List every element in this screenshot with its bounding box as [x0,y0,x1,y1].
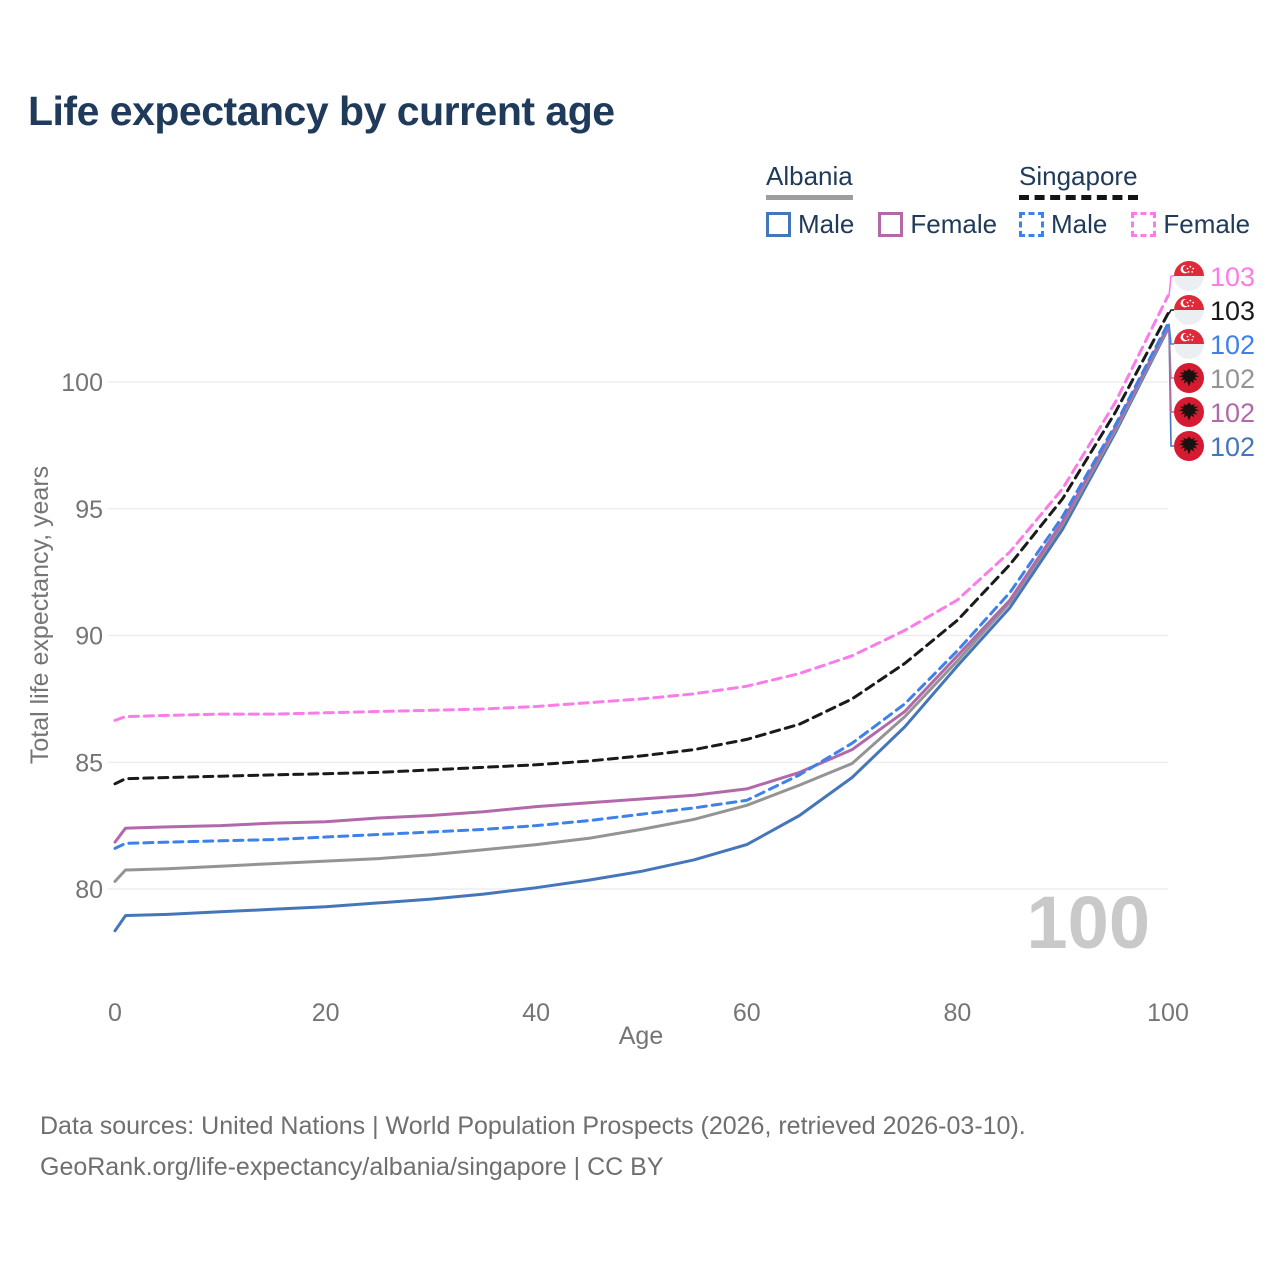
albania-flag-icon [1174,397,1204,427]
x-axis-title: Age [619,1022,663,1050]
legend-label-singapore-female[interactable]: Female [1163,209,1251,239]
albania-flag-icon [1174,363,1204,393]
albania-male-swatch-icon[interactable] [766,212,791,237]
end-label-value-singapore-total: 103 [1210,296,1255,326]
series-line-singapore-total[interactable] [113,312,1170,786]
end-label-value-albania-total: 102 [1210,364,1255,394]
series-line-albania-total[interactable] [113,326,1170,883]
x-tick-label: 80 [943,999,971,1027]
singapore-flag-icon [1174,295,1204,325]
singapore-male-swatch-icon[interactable] [1019,212,1044,237]
x-tick-label: 100 [1147,999,1189,1027]
y-tick-label: 100 [61,369,103,397]
chart-watermark: 100 [1027,881,1150,964]
footer-data-sources: Data sources: United Nations | World Pop… [40,1112,1026,1140]
series-line-albania-male[interactable] [113,327,1170,933]
end-label-value-albania-male: 102 [1210,432,1255,462]
legend-label-albania-male[interactable]: Male [798,209,855,239]
albania-flag-icon [1174,431,1204,461]
legend-group-albania: Albania Male Female [766,161,997,240]
series-line-albania-female[interactable] [113,324,1170,844]
page-title: Life expectancy by current age [28,88,615,134]
legend-label-albania-female[interactable]: Female [910,209,998,239]
legend-group-title-singapore[interactable]: Singapore [1019,161,1138,200]
x-tick-label: 0 [108,999,122,1027]
x-tick-label: 20 [312,999,340,1027]
singapore-flag-icon [1174,329,1204,359]
y-tick-label: 80 [75,876,103,904]
footer: Data sources: United Nations | World Pop… [40,1106,1026,1188]
end-label-value-singapore-male: 102 [1210,330,1255,360]
singapore-female-swatch-icon[interactable] [1131,212,1157,237]
albania-female-swatch-icon[interactable] [878,212,904,237]
end-label-value-albania-female: 102 [1210,398,1255,428]
legend-label-singapore-male[interactable]: Male [1051,209,1108,239]
series-line-singapore-male[interactable] [113,322,1170,850]
legend-row-singapore: Male Female [1019,209,1250,240]
x-tick-label: 40 [522,999,550,1027]
legend-row-albania: Male Female [766,209,997,240]
y-axis-title: Total life expectancy, years [26,466,54,764]
legend-group-singapore: Singapore Male Female [1019,161,1250,240]
y-tick-label: 85 [75,749,103,777]
legend-group-title-albania[interactable]: Albania [766,161,853,200]
x-tick-label: 60 [733,999,761,1027]
series-line-singapore-female[interactable] [113,294,1170,722]
singapore-flag-icon [1174,261,1204,291]
y-tick-label: 90 [75,623,103,651]
y-tick-label: 95 [75,496,103,524]
end-label-value-singapore-female: 103 [1210,262,1255,292]
footer-attribution: GeoRank.org/life-expectancy/albania/sing… [40,1153,664,1181]
